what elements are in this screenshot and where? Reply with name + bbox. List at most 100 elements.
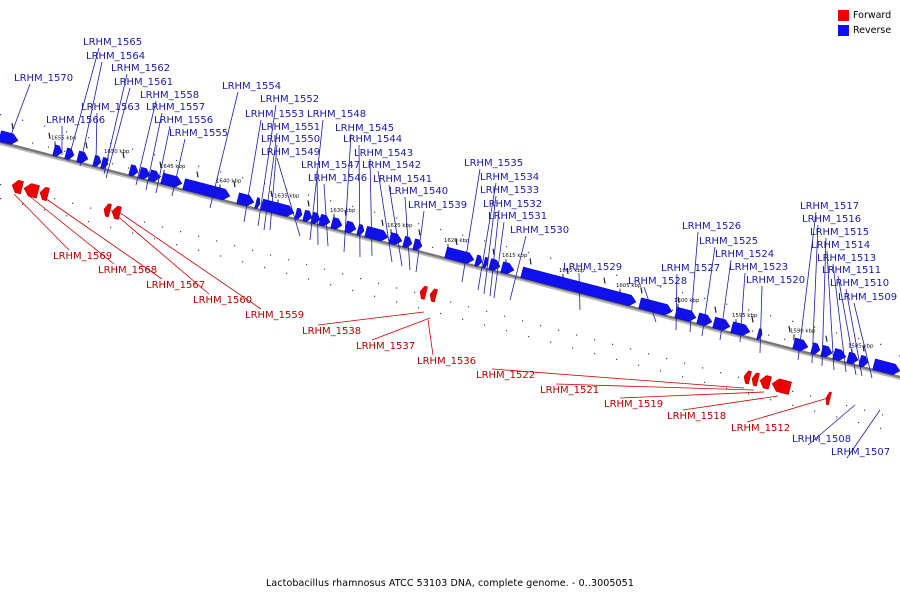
gene-label-lrhm-1520[interactable]: LRHM_1520 [746, 275, 805, 286]
forward-gene-1567[interactable] [39, 186, 50, 202]
gene-label-lrhm-1513[interactable]: LRHM_1513 [817, 253, 876, 264]
gene-label-lrhm-1548[interactable]: LRHM_1548 [307, 109, 366, 120]
reverse-gene-1533[interactable] [482, 256, 489, 269]
gene-label-lrhm-1534[interactable]: LRHM_1534 [480, 172, 539, 183]
gene-label-lrhm-1533[interactable]: LRHM_1533 [480, 185, 539, 196]
reverse-gene-1529[interactable] [520, 266, 637, 307]
gene-label-lrhm-1549[interactable]: LRHM_1549 [261, 147, 320, 158]
reverse-gene-1566[interactable] [52, 144, 63, 157]
gene-label-lrhm-1527[interactable]: LRHM_1527 [661, 263, 720, 274]
forward-gene-1537[interactable] [429, 288, 438, 303]
forward-gene-1519[interactable] [759, 375, 772, 390]
gene-label-lrhm-1557[interactable]: LRHM_1557 [146, 102, 205, 113]
gene-label-lrhm-1529[interactable]: LRHM_1529 [563, 262, 622, 273]
gene-label-lrhm-1544[interactable]: LRHM_1544 [343, 134, 402, 145]
reverse-gene-1544[interactable] [356, 223, 365, 236]
legend-reverse[interactable]: Reverse [838, 23, 900, 38]
gene-label-lrhm-1526[interactable]: LRHM_1526 [682, 221, 741, 232]
reverse-gene-1547[interactable] [318, 213, 331, 227]
gene-label-lrhm-1555[interactable]: LRHM_1555 [169, 128, 228, 139]
gene-label-lrhm-1535[interactable]: LRHM_1535 [464, 158, 523, 169]
reverse-gene-1528[interactable] [638, 297, 673, 316]
gene-label-lrhm-1510[interactable]: LRHM_1510 [830, 278, 889, 289]
forward-gene-1538[interactable] [419, 285, 428, 300]
reverse-gene-1546[interactable] [330, 217, 343, 230]
gene-label-lrhm-1543[interactable]: LRHM_1543 [354, 148, 413, 159]
reverse-gene-1541[interactable] [402, 235, 413, 249]
gene-label-lrhm-1545[interactable]: LRHM_1545 [335, 123, 394, 134]
gene-label-lrhm-1567[interactable]: LRHM_1567 [146, 280, 205, 291]
gene-label-lrhm-1556[interactable]: LRHM_1556 [154, 115, 213, 126]
gene-label-lrhm-1564[interactable]: LRHM_1564 [86, 51, 145, 62]
gene-label-lrhm-1547[interactable]: LRHM_1547 [301, 160, 360, 171]
legend-forward[interactable]: Forward [838, 8, 900, 23]
gene-label-lrhm-1512[interactable]: LRHM_1512 [731, 423, 790, 434]
gene-label-lrhm-1551[interactable]: LRHM_1551 [261, 122, 320, 133]
gene-label-lrhm-1532[interactable]: LRHM_1532 [483, 199, 542, 210]
gene-label-lrhm-1517[interactable]: LRHM_1517 [800, 201, 859, 212]
gene-label-lrhm-1524[interactable]: LRHM_1524 [715, 249, 774, 260]
reverse-gene-1516[interactable] [810, 342, 821, 355]
reverse-gene-1515[interactable] [820, 344, 833, 358]
reverse-gene-1527[interactable] [674, 306, 697, 322]
gene-label-lrhm-1514[interactable]: LRHM_1514 [811, 240, 870, 251]
reverse-gene-1534[interactable] [474, 254, 483, 267]
gene-label-lrhm-1508[interactable]: LRHM_1508 [792, 434, 851, 445]
gene-label-lrhm-1525[interactable]: LRHM_1525 [699, 236, 758, 247]
forward-gene-1512[interactable] [825, 391, 832, 406]
reverse-gene-1556[interactable] [148, 169, 161, 183]
gene-label-lrhm-1568[interactable]: LRHM_1568 [98, 265, 157, 276]
gene-label-lrhm-1560[interactable]: LRHM_1560 [193, 295, 252, 306]
gene-label-lrhm-1561[interactable]: LRHM_1561 [114, 77, 173, 88]
gene-label-lrhm-1566[interactable]: LRHM_1566 [46, 115, 105, 126]
reverse-gene-1563[interactable] [92, 154, 102, 168]
reverse-gene-1554[interactable] [182, 178, 231, 201]
gene-label-lrhm-1540[interactable]: LRHM_1540 [389, 186, 448, 197]
gene-label-lrhm-1542[interactable]: LRHM_1542 [362, 160, 421, 171]
reverse-gene-1531[interactable] [500, 261, 515, 275]
reverse-gene-1545[interactable] [344, 220, 357, 234]
gene-label-lrhm-1539[interactable]: LRHM_1539 [408, 200, 467, 211]
reverse-gene-1550[interactable] [294, 207, 303, 220]
gene-label-lrhm-1511[interactable]: LRHM_1511 [822, 265, 881, 276]
gene-label-lrhm-1558[interactable]: LRHM_1558 [140, 90, 199, 101]
gene-label-lrhm-1521[interactable]: LRHM_1521 [540, 385, 599, 396]
reverse-gene-1532[interactable] [488, 258, 501, 271]
gene-label-lrhm-1550[interactable]: LRHM_1550 [261, 134, 320, 145]
gene-label-lrhm-1565[interactable]: LRHM_1565 [83, 37, 142, 48]
gene-label-lrhm-1537[interactable]: LRHM_1537 [356, 341, 415, 352]
gene-label-lrhm-1554[interactable]: LRHM_1554 [222, 81, 281, 92]
gene-label-lrhm-1522[interactable]: LRHM_1522 [476, 370, 535, 381]
gene-label-lrhm-1531[interactable]: LRHM_1531 [488, 211, 547, 222]
reverse-gene-1565[interactable] [64, 147, 75, 160]
reverse-gene-1510[interactable] [872, 358, 900, 376]
reverse-gene-1540[interactable] [412, 238, 423, 251]
gene-label-lrhm-1518[interactable]: LRHM_1518 [667, 411, 726, 422]
forward-gene-1569[interactable] [11, 179, 24, 195]
gene-label-lrhm-1570[interactable]: LRHM_1570 [14, 73, 73, 84]
gene-label-lrhm-1559[interactable]: LRHM_1559 [245, 310, 304, 321]
forward-gene-1559[interactable] [111, 205, 122, 220]
reverse-gene-1552[interactable] [254, 197, 261, 209]
gene-label-lrhm-1509[interactable]: LRHM_1509 [838, 292, 897, 303]
reverse-gene-1525[interactable] [712, 316, 731, 331]
gene-label-lrhm-1538[interactable]: LRHM_1538 [302, 326, 361, 337]
gene-label-lrhm-1516[interactable]: LRHM_1516 [802, 214, 861, 225]
reverse-gene-1570[interactable] [0, 130, 19, 145]
gene-label-lrhm-1507[interactable]: LRHM_1507 [831, 447, 890, 458]
gene-label-lrhm-1552[interactable]: LRHM_1552 [260, 94, 319, 105]
forward-gene-1568[interactable] [23, 183, 40, 199]
forward-gene-1560[interactable] [103, 203, 112, 218]
reverse-gene-1558[interactable] [128, 164, 139, 177]
gene-label-lrhm-1569[interactable]: LRHM_1569 [53, 251, 112, 262]
gene-label-lrhm-1519[interactable]: LRHM_1519 [604, 399, 663, 410]
gene-label-lrhm-1523[interactable]: LRHM_1523 [729, 262, 788, 273]
reverse-gene-1557[interactable] [138, 166, 151, 180]
forward-gene-1522[interactable] [743, 370, 752, 385]
reverse-gene-1553[interactable] [236, 192, 255, 207]
gene-label-lrhm-1515[interactable]: LRHM_1515 [810, 227, 869, 238]
reverse-gene-1524[interactable] [730, 321, 751, 336]
reverse-gene-1549[interactable] [302, 209, 313, 223]
gene-label-lrhm-1562[interactable]: LRHM_1562 [111, 63, 170, 74]
gene-label-lrhm-1530[interactable]: LRHM_1530 [510, 225, 569, 236]
